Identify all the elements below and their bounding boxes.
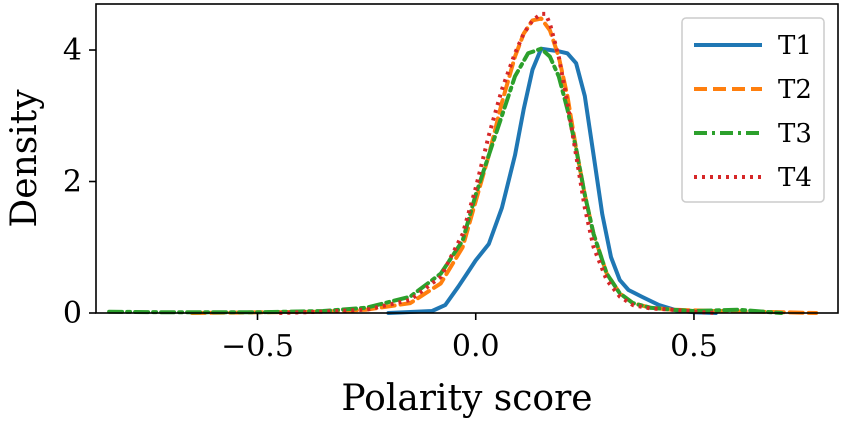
y-tick-label: 4: [63, 33, 82, 68]
axis-ticks: −0.5 0.0 0.5 0 2 4: [63, 33, 718, 364]
x-tick-label: 0.5: [670, 329, 718, 364]
y-axis-title: Density: [4, 89, 45, 228]
series-line-t4: [279, 11, 716, 315]
legend-box: [681, 17, 825, 203]
x-tick-label: −0.5: [221, 329, 294, 364]
series-line-t1: [386, 46, 718, 315]
x-tick-label: 0.0: [452, 329, 500, 364]
plot-frame: [95, 3, 839, 314]
legend-label-t2: T2: [778, 75, 812, 105]
y-tick-label: 0: [63, 296, 82, 331]
series-layer: [107, 11, 819, 315]
legend-label-t3: T3: [778, 119, 812, 149]
y-tick-label: 2: [63, 165, 82, 200]
legend: T1 T2 T3 T4: [681, 17, 825, 203]
legend-label-t1: T1: [778, 31, 812, 61]
legend-label-t4: T4: [778, 163, 812, 193]
x-axis-title: Polarity score: [341, 378, 592, 419]
